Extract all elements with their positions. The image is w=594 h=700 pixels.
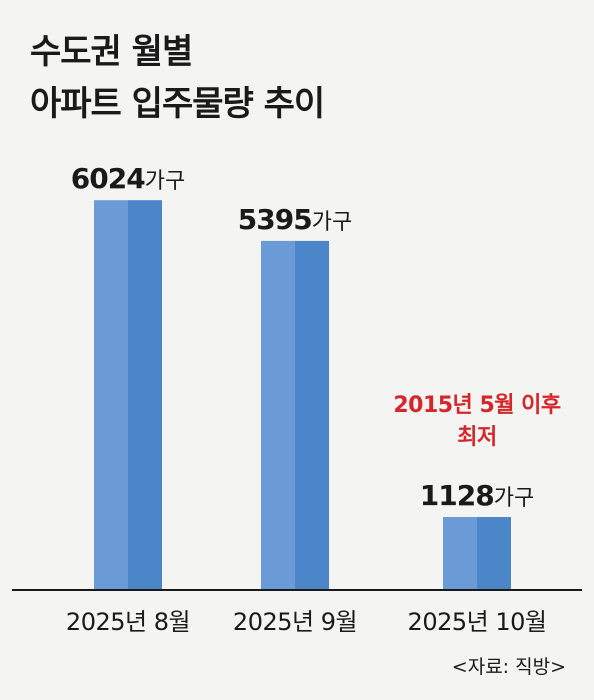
bar-right-half — [128, 200, 162, 590]
bar-left-half — [443, 517, 477, 590]
annotation-line: 2015년 5월 이후 — [393, 393, 561, 418]
bar — [261, 240, 329, 591]
bar-right-half — [295, 240, 329, 591]
bar-left-half — [94, 200, 128, 590]
bar-left-half — [261, 240, 295, 591]
x-tick-label: 2025년 9월 — [233, 608, 357, 636]
data-label-unit: 가구 — [494, 486, 534, 511]
annotation-line: 최저 — [457, 425, 496, 450]
data-label-value: 6024 — [71, 162, 145, 195]
data-label-unit: 가구 — [312, 210, 352, 235]
data-label-unit: 가구 — [145, 169, 185, 194]
data-label: 1128가구 — [420, 479, 534, 512]
data-label: 5395가구 — [238, 203, 352, 236]
data-label-value: 1128 — [420, 479, 494, 512]
bar — [443, 517, 511, 590]
data-label: 6024가구 — [71, 162, 185, 195]
chart-title: 수도권 월별 아파트 입주물량 추이 — [30, 26, 325, 130]
chart-title-line-2: 아파트 입주물량 추이 — [30, 84, 325, 124]
data-label-value: 5395 — [238, 203, 312, 236]
chart-title-line-1: 수도권 월별 — [30, 32, 193, 72]
bar-right-half — [477, 517, 511, 590]
bar — [94, 200, 162, 590]
x-tick-label: 2025년 10월 — [408, 608, 547, 636]
x-tick-label: 2025년 8월 — [66, 608, 190, 636]
source-note: <자료: 직방> — [451, 656, 566, 678]
